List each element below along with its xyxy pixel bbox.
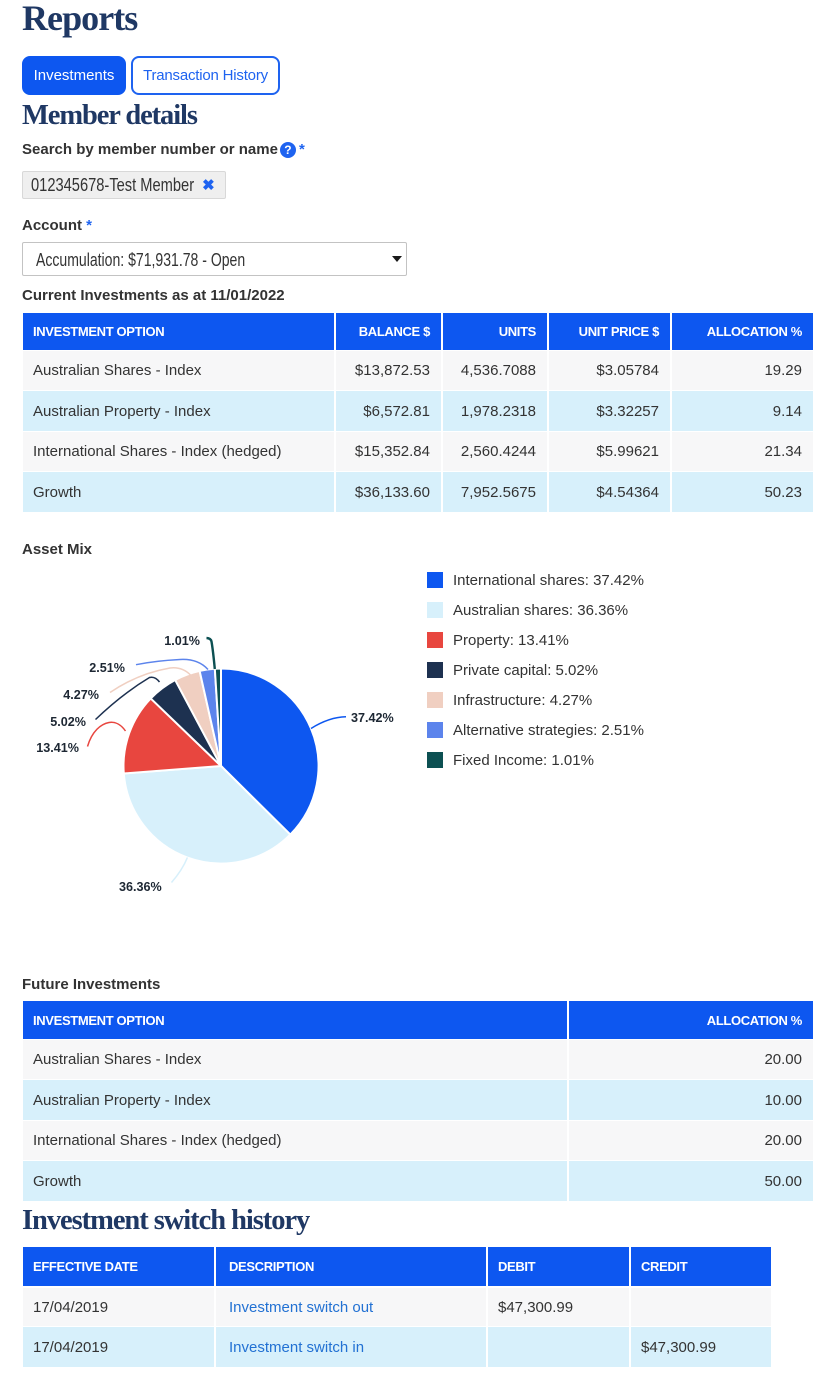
svg-text:37.42%: 37.42% xyxy=(351,711,394,725)
svg-text:13.41%: 13.41% xyxy=(36,741,79,755)
svg-text:5.02%: 5.02% xyxy=(50,715,86,729)
svg-text:4.27%: 4.27% xyxy=(63,688,99,702)
svg-text:2.51%: 2.51% xyxy=(89,661,125,675)
svg-text:36.36%: 36.36% xyxy=(119,880,162,894)
svg-text:1.01%: 1.01% xyxy=(164,634,200,648)
